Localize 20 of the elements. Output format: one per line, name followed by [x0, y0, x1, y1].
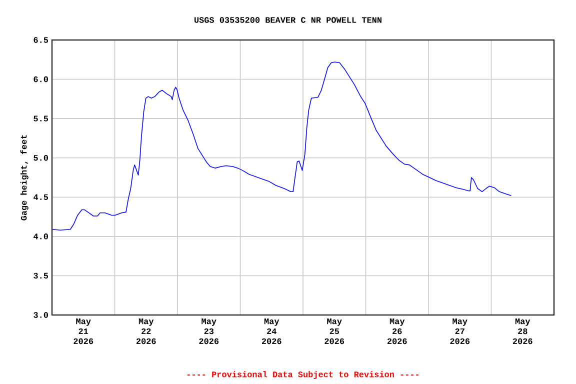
y-tick-label: 6.5 — [34, 37, 48, 43]
y-tick-label: 5.0 — [34, 154, 48, 161]
y-tick-label: 4.0 — [34, 234, 48, 240]
x-tick-label: May 22 2026 — [136, 318, 156, 344]
x-tick-label: May 27 2026 — [450, 318, 470, 344]
y-axis-title: Gage height, feet — [20, 135, 28, 220]
line-series — [52, 62, 512, 231]
x-tick-label: May 25 2026 — [324, 318, 344, 344]
y-tick-label: 6.0 — [34, 76, 48, 82]
y-tick-label: 4.5 — [34, 194, 48, 200]
x-tick-label: May 26 2026 — [387, 318, 407, 344]
x-tick-label: May 21 2026 — [74, 318, 94, 344]
x-tick-label: May 24 2026 — [262, 318, 282, 344]
x-tick-label: May 23 2026 — [199, 318, 219, 344]
y-tick-label: 3.5 — [34, 272, 48, 279]
y-tick-label: 3.0 — [34, 312, 48, 318]
text: ---- Provisional Data Subject to Revision ---- — [187, 371, 418, 379]
y-tick-label: 5.5 — [34, 116, 48, 122]
x-tick-label: May 28 2026 — [512, 318, 532, 344]
chart-title: USGS 03535200 BEAVER C NR POWELL TENN — [194, 17, 382, 23]
